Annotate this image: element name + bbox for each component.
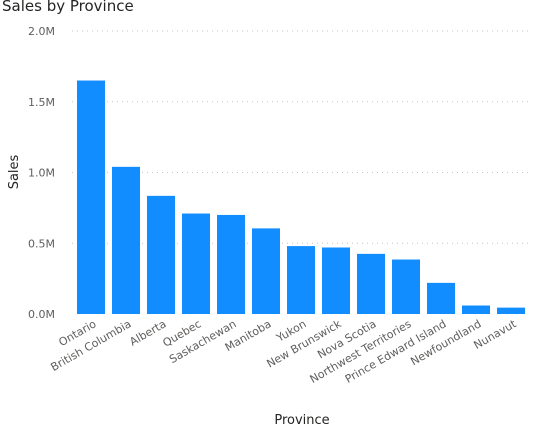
bar-prince-edward-island[interactable]: [427, 282, 455, 314]
bar-ontario[interactable]: [77, 80, 105, 315]
y-tick-label: 1.5M: [28, 96, 55, 109]
bar-alberta[interactable]: [147, 195, 175, 314]
bar-yukon[interactable]: [287, 246, 315, 314]
bar-british-columbia[interactable]: [112, 166, 140, 314]
x-tick-label: Alberta: [127, 317, 168, 348]
chart-title: Sales by Province: [2, 0, 134, 15]
bar-new-brunswick[interactable]: [322, 247, 350, 314]
bar-nova-scotia[interactable]: [357, 253, 385, 314]
bar-saskachewan[interactable]: [217, 214, 245, 314]
bar-newfoundland[interactable]: [462, 305, 490, 314]
bars: [77, 80, 525, 315]
y-axis-title: Sales: [7, 154, 22, 189]
bar-manitoba[interactable]: [252, 228, 280, 314]
gridlines: [72, 30, 532, 244]
bar-nunavut[interactable]: [497, 307, 525, 314]
bar-northwest-territories[interactable]: [392, 259, 420, 314]
y-axis-ticks: 0.0M 0.5M 1.0M 1.5M 2.0M: [28, 25, 55, 321]
y-tick-label: 2.0M: [28, 25, 55, 38]
x-axis-title: Province: [274, 413, 329, 428]
bar-quebec[interactable]: [182, 213, 210, 314]
y-tick-label: 1.0M: [28, 167, 55, 180]
y-tick-label: 0.5M: [28, 237, 55, 250]
y-tick-label: 0.0M: [28, 308, 55, 321]
